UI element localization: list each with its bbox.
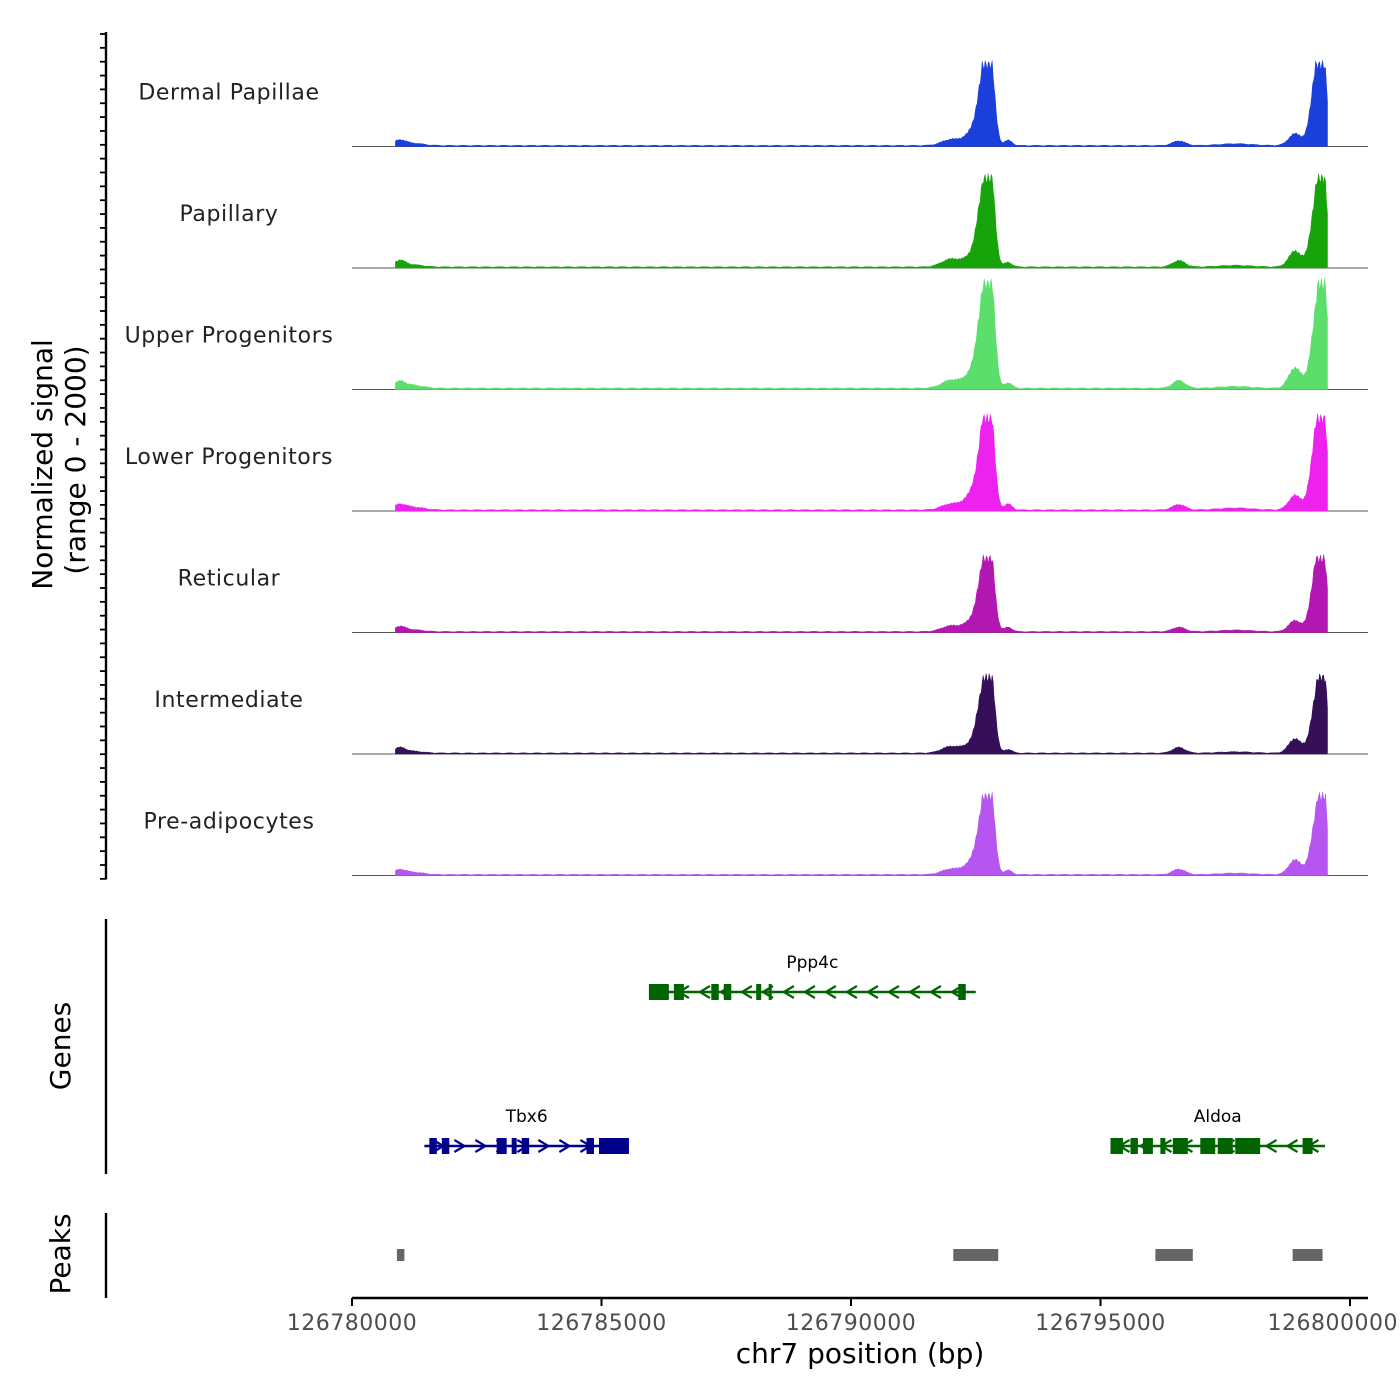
- gene-exon: [1302, 1138, 1313, 1154]
- gene-exon: [1200, 1138, 1216, 1154]
- strand-arrow: [886, 985, 900, 999]
- gene-tbx6: Tbx6: [424, 1107, 629, 1154]
- peaks-panel-label: Peaks: [44, 1213, 77, 1294]
- track-lower-progenitors: Lower Progenitors: [125, 413, 1368, 512]
- strand-arrow: [697, 985, 711, 999]
- strand-arrow: [537, 1139, 551, 1153]
- strand-arrow: [781, 985, 795, 999]
- strand-arrow: [907, 985, 921, 999]
- strand-arrow: [558, 1139, 572, 1153]
- gene-exon: [1172, 1138, 1188, 1154]
- gene-exon: [1235, 1138, 1261, 1154]
- gene-exon: [723, 984, 732, 1000]
- track-label: Dermal Papillae: [138, 81, 319, 106]
- x-tick-label: 126790000: [786, 1311, 916, 1336]
- genes-panel-label: Genes: [44, 1002, 77, 1090]
- gene-exon: [1142, 1138, 1153, 1154]
- track-label: Papillary: [179, 202, 278, 227]
- peak-region: [396, 1249, 405, 1261]
- gene-exon: [1110, 1138, 1123, 1154]
- gene-exon: [441, 1138, 450, 1154]
- gene-exon: [648, 984, 669, 1000]
- gene-exon: [599, 1138, 629, 1154]
- coverage-area: [395, 791, 1328, 876]
- track-dermal-papillae: Dermal Papillae: [138, 60, 1368, 147]
- gene-aldoa: Aldoa: [1110, 1107, 1326, 1154]
- strand-arrow: [865, 985, 879, 999]
- peak-region: [953, 1249, 999, 1261]
- gene-exon: [1130, 1138, 1138, 1154]
- coverage-area: [395, 60, 1328, 147]
- track-intermediate: Intermediate: [154, 673, 1368, 755]
- gene-exon: [511, 1138, 517, 1154]
- gene-exon: [756, 984, 762, 1000]
- coverage-area: [395, 554, 1328, 633]
- peaks-panel: [104, 1213, 1323, 1298]
- strand-arrow: [928, 985, 942, 999]
- gene-exon: [496, 1138, 507, 1154]
- strand-arrow: [739, 985, 753, 999]
- strand-arrow: [474, 1139, 488, 1153]
- track-pre-adipocytes: Pre-adipocytes: [143, 791, 1368, 876]
- y-axis-title: Normalized signal (range 0 - 2000): [26, 330, 92, 589]
- y-axis-title-line1: Normalized signal: [26, 339, 59, 590]
- gene-exon: [711, 984, 719, 1000]
- gene-exon: [768, 984, 772, 1000]
- track-label: Intermediate: [154, 688, 303, 713]
- gene-exon: [958, 984, 966, 1000]
- strand-arrow: [1285, 1139, 1299, 1153]
- track-label: Upper Progenitors: [125, 324, 334, 349]
- gene-ppp4c: Ppp4c: [648, 953, 976, 1000]
- gene-exon: [673, 984, 684, 1000]
- x-tick-label: 126795000: [1035, 1311, 1165, 1336]
- x-tick-label: 126800000: [1268, 1311, 1398, 1336]
- gene-exon: [1160, 1138, 1166, 1154]
- genes-panel: Ppp4c Tbx6 Aldoa: [104, 919, 1326, 1174]
- gene-exon: [429, 1138, 437, 1154]
- gene-label: Ppp4c: [786, 953, 838, 973]
- strand-arrow: [823, 985, 837, 999]
- track-papillary: Papillary: [179, 173, 1368, 269]
- y-axis-title-line2: (range 0 - 2000): [59, 345, 92, 574]
- coverage-area: [395, 278, 1328, 390]
- strand-arrow: [1264, 1139, 1278, 1153]
- peak-region: [1292, 1249, 1323, 1261]
- track-upper-progenitors: Upper Progenitors: [125, 278, 1368, 390]
- strand-arrow: [802, 985, 816, 999]
- gene-exon: [521, 1138, 530, 1154]
- track-label: Reticular: [178, 567, 281, 592]
- peak-region: [1155, 1249, 1193, 1261]
- x-tick-label: 126785000: [536, 1311, 666, 1336]
- strand-arrow: [844, 985, 858, 999]
- gene-label: Tbx6: [505, 1107, 548, 1127]
- gene-exon: [1217, 1138, 1233, 1154]
- coverage-area: [395, 413, 1328, 512]
- coverage-area: [395, 173, 1328, 269]
- gene-label: Aldoa: [1194, 1107, 1242, 1127]
- x-axis: 126780000 126785000 126790000 126795000 1268…: [287, 1296, 1398, 1336]
- x-axis-title: chr7 position (bp): [736, 1337, 985, 1370]
- track-label: Lower Progenitors: [125, 445, 333, 470]
- coverage-tracks: Dermal Papillae Papillary Upper Progenitor…: [100, 32, 1368, 880]
- x-tick-label: 126780000: [287, 1311, 417, 1336]
- strand-arrow: [453, 1139, 467, 1153]
- coverage-area: [395, 673, 1328, 755]
- gene-exon: [586, 1138, 595, 1154]
- track-reticular: Reticular: [178, 554, 1368, 633]
- track-label: Pre-adipocytes: [143, 810, 314, 835]
